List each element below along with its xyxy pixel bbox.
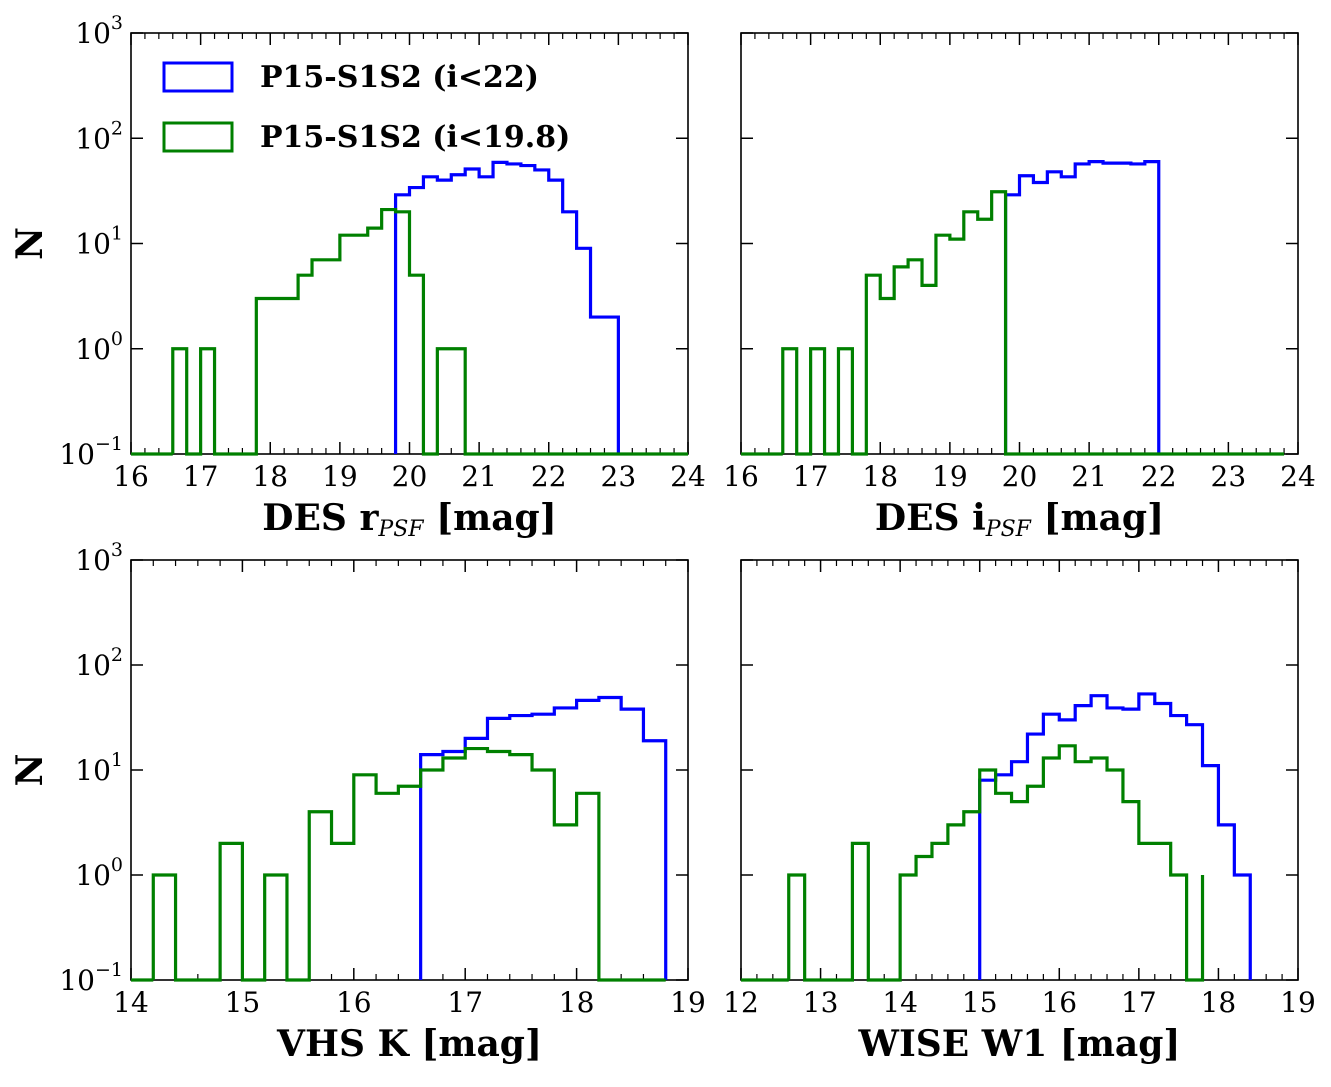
x-tick-label: 24 <box>670 460 706 493</box>
histogram-series-green <box>151 746 666 982</box>
x-tick-label: 18 <box>862 460 898 493</box>
y-tick-label: 103 <box>75 12 123 50</box>
x-tick-label: 23 <box>1211 460 1247 493</box>
x-tick-label: 16 <box>336 986 372 1019</box>
x-tick-label: 17 <box>1121 986 1157 1019</box>
histogram-series-blue <box>419 695 668 980</box>
y-tick-label: 101 <box>75 223 123 261</box>
y-axis-label: N <box>9 754 51 787</box>
histogram-series-blue <box>978 692 1252 980</box>
x-tick-label: 22 <box>1141 460 1177 493</box>
x-tick-label: 17 <box>447 986 483 1019</box>
x-tick-label: 20 <box>1002 460 1038 493</box>
x-tick-label: 15 <box>962 986 998 1019</box>
x-tick-label: 14 <box>113 986 149 1019</box>
legend-label: P15-S1S2 (i<19.8) <box>260 120 570 155</box>
x-tick-label: 22 <box>531 460 567 493</box>
y-tick-label: 100 <box>75 854 123 892</box>
x-tick-label: 12 <box>723 986 759 1019</box>
x-tick-label: 19 <box>322 460 358 493</box>
panel-des-i: 16 17 18 19 20 21 22 23 24 DES iPSF [mag] <box>723 32 1316 542</box>
panel-wise-w1: 12 13 14 15 16 17 18 19 WISE W1 [mag] <box>723 559 1316 1065</box>
histogram-series-green <box>781 190 1285 456</box>
x-tick-label: 15 <box>225 986 261 1019</box>
x-tick-label: 16 <box>723 460 759 493</box>
x-tick-label: 13 <box>803 986 839 1019</box>
x-tick-label: 24 <box>1280 460 1316 493</box>
x-axis-label: WISE W1 [mag] <box>858 1023 1181 1065</box>
x-tick-label: 16 <box>113 460 149 493</box>
x-axis-label: DES iPSF [mag] <box>875 497 1164 542</box>
histogram-series-blue <box>393 160 620 454</box>
histogram-series-green <box>171 207 688 456</box>
x-tick-label: 20 <box>392 460 428 493</box>
x-tick-label: 14 <box>882 986 918 1019</box>
axes-frame <box>740 559 1299 981</box>
x-tick-label: 19 <box>670 986 706 1019</box>
x-axis-label: VHS K [mag] <box>276 1023 542 1065</box>
x-tick-label: 16 <box>1041 986 1077 1019</box>
x-tick-label: 18 <box>252 460 288 493</box>
x-axis-label: DES rPSF [mag] <box>262 497 557 542</box>
legend: P15-S1S2 (i<22) P15-S1S2 (i<19.8) <box>162 60 570 155</box>
x-tick-label: 21 <box>461 460 497 493</box>
y-tick-label: 102 <box>75 644 123 682</box>
histogram-series-green <box>787 744 1205 982</box>
x-tick-label: 19 <box>932 460 968 493</box>
legend-label: P15-S1S2 (i<22) <box>260 60 539 95</box>
x-tick-label: 18 <box>559 986 595 1019</box>
x-tick-label: 17 <box>183 460 219 493</box>
x-tick-label: 18 <box>1201 986 1237 1019</box>
y-tick-label: 103 <box>75 539 123 577</box>
histogram-series-blue <box>1003 160 1161 454</box>
y-tick-label: 100 <box>75 328 123 366</box>
x-tick-label: 17 <box>793 460 829 493</box>
x-tick-label: 21 <box>1071 460 1107 493</box>
legend-swatch <box>162 61 234 93</box>
y-tick-label: 102 <box>75 117 123 155</box>
legend-swatch <box>162 121 234 153</box>
x-tick-label: 19 <box>1280 986 1316 1019</box>
y-tick-label: 101 <box>75 749 123 787</box>
x-tick-label: 23 <box>601 460 637 493</box>
axes-frame <box>130 559 689 981</box>
y-axis-label: N <box>9 227 51 260</box>
